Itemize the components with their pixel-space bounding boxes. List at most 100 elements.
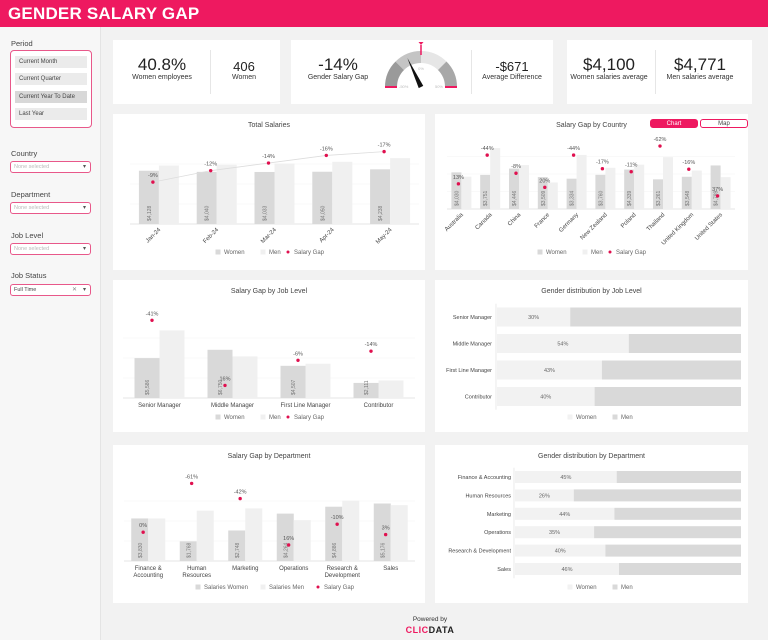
legend-label: Women — [576, 415, 597, 421]
category-label: United Kingdom — [661, 212, 695, 246]
women-bar — [276, 513, 294, 561]
women-bar — [138, 170, 159, 224]
women-bar — [179, 541, 197, 561]
period-option-current-year-to-date[interactable]: Current Year To Date — [15, 91, 87, 103]
category-label: Thailand — [646, 212, 667, 233]
women-count-label: Women — [232, 74, 256, 81]
gap-point — [514, 171, 518, 175]
men-bar — [342, 500, 360, 561]
legend-swatch — [260, 584, 266, 590]
category-label: Research & Development — [448, 549, 511, 555]
gap-label: -12% — [204, 162, 217, 168]
men-bar — [158, 165, 179, 224]
legend-gap-marker — [608, 250, 612, 254]
legend-label: Salary Gap — [294, 250, 325, 256]
gap-point — [286, 543, 291, 547]
gap-point — [266, 161, 271, 165]
job-level-distribution-chart: 30% Senior Manager 54% Middle Manager 43% Fir… — [446, 303, 741, 421]
women-segment — [515, 489, 574, 502]
women-bar — [653, 179, 663, 209]
men-bar — [216, 164, 237, 224]
gauge-min-label: -50% — [399, 84, 409, 89]
legend-swatch — [195, 584, 201, 590]
gauge-max-marker — [445, 86, 457, 88]
gap-point — [571, 153, 576, 157]
gender-gap-label: Gender Salary Gap — [307, 74, 369, 81]
period-option-current-quarter[interactable]: Current Quarter — [15, 73, 87, 85]
men-bar — [293, 520, 311, 561]
divider — [655, 50, 656, 94]
legend-swatch — [260, 414, 266, 420]
legend-swatch — [215, 249, 221, 255]
gap-kpi-card: -14% Gender Salary Gap -50% 0% 50% -$671 A… — [291, 40, 553, 104]
gap-label: -11% — [625, 163, 638, 169]
powered-by-text: Powered by — [412, 616, 448, 623]
men-bar — [232, 356, 258, 398]
men-bar — [461, 176, 472, 209]
footer: Powered by CLICDATA — [380, 616, 480, 635]
job-level-dropdown[interactable]: None selected ▾ — [10, 243, 91, 255]
gauge-band — [395, 51, 421, 71]
women-pct-label: 43% — [544, 368, 555, 374]
gap-label: 3% — [382, 526, 390, 532]
women-value-label: $4,238 — [378, 205, 384, 221]
gap-point — [382, 149, 386, 154]
chart-view-toggle[interactable]: Chart — [650, 119, 698, 128]
women-pct-label: 26% — [539, 493, 550, 499]
gap-point — [485, 153, 489, 157]
department-dropdown[interactable]: None selected ▾ — [10, 202, 91, 214]
women-bar — [509, 168, 519, 209]
gap-label: -14% — [262, 154, 275, 160]
map-view-toggle[interactable]: Map — [700, 119, 748, 128]
average-difference-value: -$671 — [495, 59, 529, 74]
men-bar — [390, 158, 411, 224]
job-status-dropdown[interactable]: Full Time ✕ ▾ — [10, 284, 91, 296]
clicdata-logo[interactable]: CLICDATA — [380, 625, 480, 635]
category-label: First Line Manager — [446, 368, 492, 374]
gap-label: -61% — [185, 474, 198, 480]
gap-label: 37% — [712, 187, 723, 193]
country-label: Country — [11, 149, 38, 158]
women-segment — [497, 334, 629, 353]
women-segment — [515, 526, 595, 539]
women-bar — [566, 178, 577, 209]
women-bar — [681, 176, 692, 209]
gap-label: -62% — [654, 137, 667, 143]
legend-swatch — [567, 584, 573, 590]
women-value-label: $4,264 — [283, 542, 289, 558]
country-dropdown[interactable]: None selected ▾ — [10, 161, 91, 173]
women-bar — [595, 174, 606, 209]
gap-point — [189, 481, 194, 486]
clear-icon[interactable]: ✕ — [71, 287, 77, 293]
men-segment — [605, 544, 741, 557]
gap-label: -6% — [293, 351, 303, 357]
job-level-placeholder: None selected — [14, 246, 50, 252]
gap-point — [296, 358, 300, 362]
gap-label: 16% — [283, 536, 294, 542]
women-pct-label: 46% — [561, 567, 572, 573]
gender-gap-value: -14% — [318, 55, 358, 74]
period-option-last-year[interactable]: Last Year — [15, 108, 87, 120]
department-gap-chart: $3,830 0% Finance & Accounting $1,768 -61% Hum… — [124, 474, 415, 591]
gauge-needle — [407, 58, 424, 89]
gap-point — [543, 185, 547, 190]
women-bar — [373, 503, 391, 561]
gap-point — [209, 168, 213, 173]
women-pct-label: 40% — [540, 395, 551, 401]
category-label: Apr-24 — [319, 227, 336, 244]
gap-label: 0% — [139, 523, 147, 529]
period-option-current-month[interactable]: Current Month — [15, 56, 87, 68]
men-segment — [614, 507, 741, 520]
legend-label: Men — [591, 250, 603, 256]
women-average-value: $4,100 — [583, 55, 635, 74]
gap-label: -44% — [567, 146, 580, 152]
men-bar — [305, 363, 331, 398]
divider — [471, 50, 472, 94]
caret-down-icon: ▾ — [82, 246, 86, 252]
category-label: Marketing — [487, 512, 511, 518]
job-status-value: Full Time — [14, 287, 37, 293]
legend-swatch — [537, 249, 543, 255]
women-bar — [537, 177, 548, 209]
gap-label: -17% — [596, 160, 609, 166]
